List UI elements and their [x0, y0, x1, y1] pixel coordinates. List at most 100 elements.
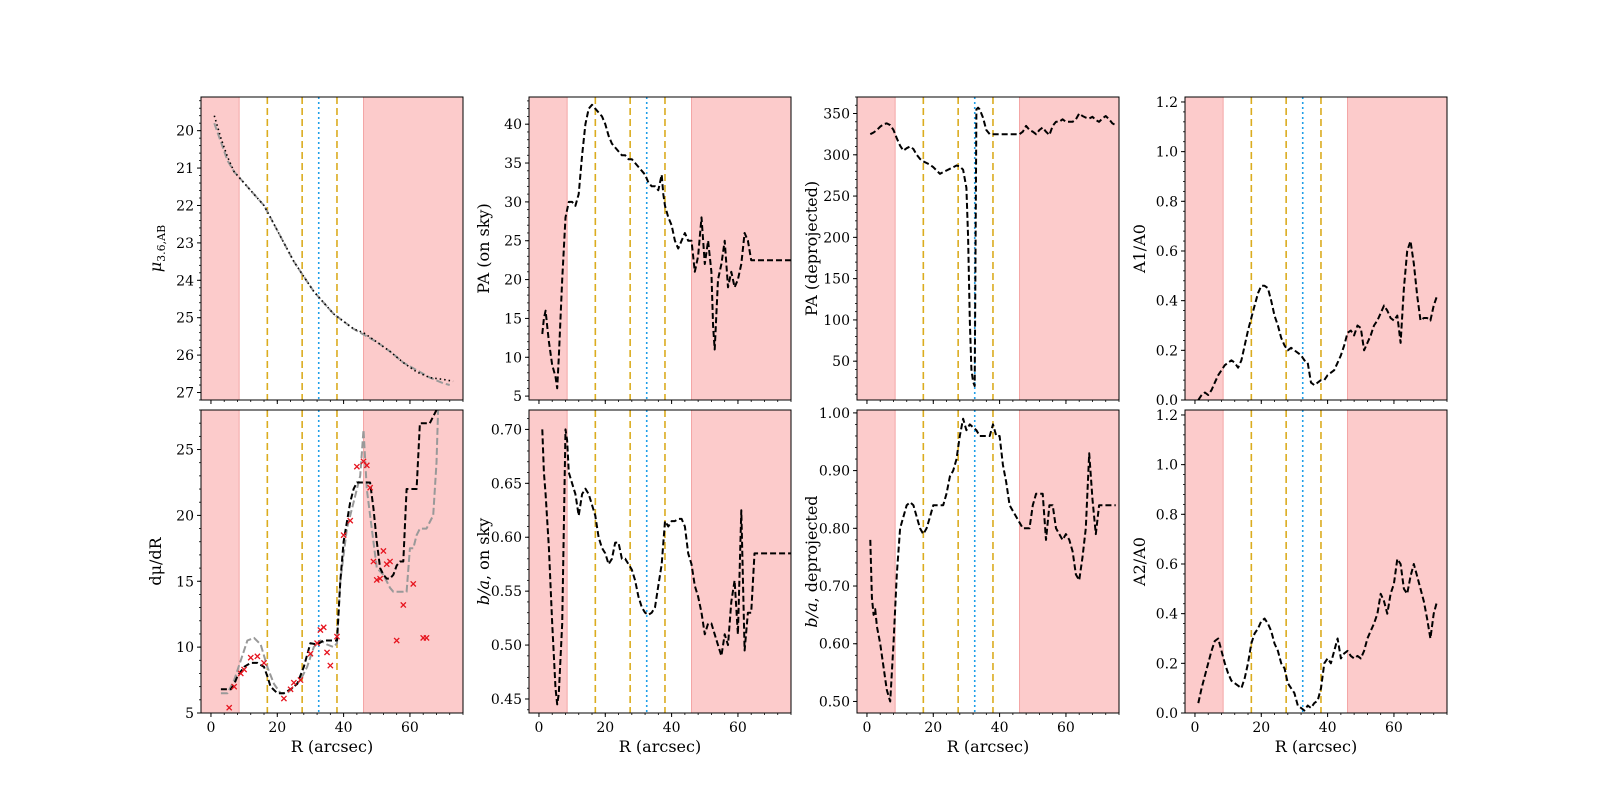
y-axis-label: A1/A0 — [1130, 224, 1149, 274]
y-tick-label: 0.60 — [491, 530, 522, 546]
panel-pa_deproj: 50 100 150 200 250 300 350 PA (deprojected) — [802, 96, 1120, 404]
y-tick-label: 0.4 — [1156, 294, 1178, 310]
y-tick-label: 0.6 — [1156, 244, 1178, 260]
data-point-marker — [367, 484, 374, 491]
y-tick-label: 300 — [823, 148, 850, 164]
x-tick-label: 20 — [1252, 720, 1270, 736]
series-line-model — [220, 410, 440, 695]
y-tick-label: 20 — [176, 124, 194, 140]
panel-pa_sky: 5 10 15 20 25 30 35 40 PA (on sky) — [474, 96, 792, 405]
x-tick-label: 40 — [335, 720, 353, 736]
shaded-region — [1185, 97, 1224, 400]
y-tick-label: 5 — [185, 706, 194, 722]
data-point-marker — [353, 463, 360, 470]
y-axis-label-main: b/a — [802, 602, 821, 627]
shaded-region — [529, 410, 568, 713]
axes-frame — [856, 96, 1120, 401]
y-tick-label: 20 — [504, 273, 522, 289]
data-point-marker — [393, 637, 400, 644]
data-point-marker — [290, 679, 297, 686]
series-line-pa_deproj — [869, 106, 1117, 387]
y-axis-label: PA (on sky) — [474, 203, 493, 293]
shaded-region — [1019, 97, 1119, 400]
y-tick-label: 35 — [504, 156, 522, 172]
data-point-marker — [370, 558, 377, 565]
y-axis-label-rest: , on sky — [474, 518, 493, 580]
data-point-marker — [226, 704, 233, 711]
y-tick-label: 1.2 — [1156, 95, 1178, 111]
data-point-marker — [323, 649, 331, 656]
axes-frame — [856, 409, 1120, 714]
shaded-region — [363, 97, 463, 400]
y-tick-label: 5 — [513, 389, 522, 405]
y-tick-label: 15 — [176, 574, 194, 590]
x-tick-label: 20 — [924, 720, 942, 736]
y-tick-label: 0.70 — [491, 422, 522, 438]
y-tick-label: 1.0 — [1156, 458, 1178, 474]
x-tick-label: 40 — [1319, 720, 1337, 736]
shaded-region — [691, 97, 791, 400]
data-point-marker — [363, 462, 370, 469]
y-axis-label: dμ/dR — [146, 536, 165, 585]
data-point-marker — [260, 659, 268, 666]
y-tick-label: 0.50 — [491, 638, 522, 654]
x-axis-label: R (arcsec) — [291, 737, 373, 756]
y-tick-label: 0.8 — [1156, 194, 1178, 210]
y-tick-label: 0.90 — [819, 464, 850, 480]
y-tick-label: 0.60 — [819, 637, 850, 653]
y-tick-label: 0.2 — [1156, 656, 1178, 672]
data-point-marker — [377, 575, 384, 582]
plot-area-ba_deproj — [857, 410, 1119, 713]
x-tick-label: 60 — [401, 720, 419, 736]
y-tick-label: 100 — [823, 313, 850, 329]
y-tick-label: 26 — [176, 348, 194, 364]
y-axis-label: PA (deprojected) — [802, 181, 821, 316]
y-tick-label: 0.6 — [1156, 557, 1178, 573]
y-axis-label-main: μ — [146, 262, 165, 272]
y-axis-label-main: b/a — [474, 580, 493, 605]
y-tick-label: 0.50 — [819, 694, 850, 710]
series-line-a1a0 — [1197, 240, 1439, 400]
data-point-marker — [400, 601, 407, 609]
data-point-marker — [297, 677, 304, 684]
shaded-region — [201, 410, 240, 713]
x-tick-label: 40 — [991, 720, 1009, 736]
shaded-region — [529, 97, 568, 400]
plot-area-dmudr — [201, 410, 463, 713]
data-point-marker — [347, 517, 354, 524]
series-line-observed — [213, 115, 454, 383]
axes-frame — [1184, 96, 1448, 401]
axes-frame — [200, 96, 464, 401]
data-point-marker — [423, 634, 430, 641]
data-point-marker — [410, 580, 417, 587]
y-tick-label: 15 — [504, 311, 522, 327]
y-tick-label: 1.00 — [819, 406, 850, 422]
data-point-marker — [386, 558, 394, 565]
plot-area-ba_sky — [529, 410, 791, 713]
x-tick-label: 0 — [534, 720, 543, 736]
y-tick-label: 25 — [176, 443, 194, 459]
x-tick-label: 0 — [862, 720, 871, 736]
shaded-region — [1185, 410, 1224, 713]
data-point-marker — [327, 662, 334, 669]
plot-area-a2a0 — [1185, 410, 1447, 713]
y-tick-label: 10 — [176, 640, 194, 656]
x-tick-label: 60 — [729, 720, 747, 736]
y-tick-label: 22 — [176, 198, 194, 214]
y-tick-label: 50 — [832, 354, 850, 370]
x-axis-label: R (arcsec) — [1275, 737, 1357, 756]
y-tick-label: 1.0 — [1156, 145, 1178, 161]
y-tick-label: 0.55 — [491, 584, 522, 600]
data-point-marker — [287, 686, 294, 693]
panel-ba_deproj: 0.50 0.60 0.70 0.80 0.90 1.00 0 20 40 60 R (arcsec… — [802, 406, 1120, 756]
y-tick-label: 0.45 — [491, 692, 522, 708]
y-tick-label: 40 — [504, 117, 522, 133]
y-axis-label: b/a, deprojected — [802, 495, 821, 627]
data-point-marker — [320, 624, 327, 631]
y-axis-label: A2/A0 — [1130, 537, 1149, 587]
y-tick-label: 1.2 — [1156, 408, 1178, 424]
y-tick-label: 0.0 — [1156, 393, 1178, 409]
y-tick-label: 10 — [504, 350, 522, 366]
panel-ba_sky: 0.45 0.50 0.55 0.60 0.65 0.70 0 20 40 60 R (arcsec… — [474, 409, 792, 756]
plot-area-pa_sky — [529, 97, 791, 400]
